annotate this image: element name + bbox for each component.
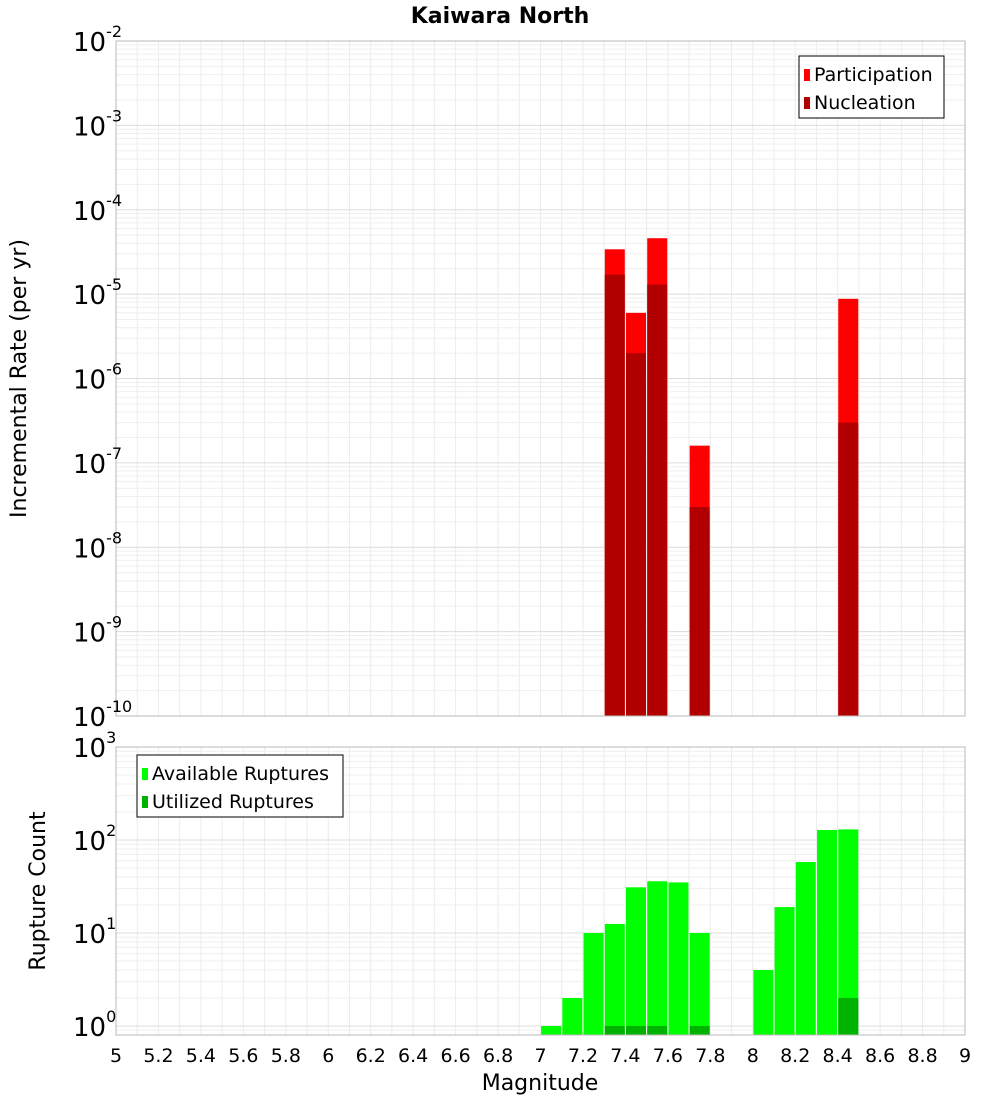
x-tick-label: 5.6 bbox=[228, 1045, 258, 1067]
available-ruptures-bar bbox=[583, 932, 604, 1035]
legend-label: Utilized Ruptures bbox=[152, 791, 314, 813]
x-tick-label: 6.2 bbox=[356, 1045, 386, 1067]
available-ruptures-bar bbox=[795, 861, 816, 1035]
nucleation-bar bbox=[689, 506, 710, 716]
available-ruptures-bar bbox=[689, 932, 710, 1035]
nucleation-bar bbox=[604, 274, 625, 716]
legend-label: Participation bbox=[814, 64, 933, 86]
x-tick-label: 5 bbox=[110, 1045, 122, 1067]
chart-title: Kaiwara North bbox=[411, 4, 590, 29]
nucleation-bar bbox=[626, 353, 647, 716]
nucleation-bar bbox=[647, 284, 668, 716]
y-tick-label: 10-10 bbox=[73, 697, 132, 733]
legend-swatch bbox=[142, 796, 148, 808]
x-tick-label: 7 bbox=[534, 1045, 546, 1067]
count-panel-bars bbox=[541, 829, 859, 1035]
available-ruptures-bar bbox=[562, 997, 583, 1035]
x-tick-label: 8.2 bbox=[780, 1045, 810, 1067]
available-ruptures-bar bbox=[541, 1025, 562, 1035]
legend-label: Nucleation bbox=[814, 92, 916, 114]
legend-box bbox=[798, 55, 945, 119]
x-tick-label: 8.8 bbox=[907, 1045, 937, 1067]
x-tick-label: 9 bbox=[959, 1045, 971, 1067]
legend-swatch bbox=[804, 97, 810, 109]
legend-label: Available Ruptures bbox=[152, 763, 329, 785]
x-tick-label: 8.4 bbox=[823, 1045, 853, 1067]
utilized-ruptures-bar bbox=[689, 1025, 710, 1035]
utilized-ruptures-bar bbox=[604, 1025, 625, 1035]
x-tick-label: 5.4 bbox=[186, 1045, 216, 1067]
y-tick-label: 10-6 bbox=[73, 360, 122, 396]
y-tick-label: 10-3 bbox=[73, 106, 122, 142]
legend-swatch bbox=[142, 768, 148, 780]
legend-swatch bbox=[804, 69, 810, 81]
count-y-axis-label: Rupture Count bbox=[26, 811, 51, 971]
count-legend: Available Ruptures Utilized Ruptures bbox=[136, 754, 344, 818]
x-tick-label: 6.4 bbox=[398, 1045, 428, 1067]
x-tick-label: 6.6 bbox=[440, 1045, 470, 1067]
available-ruptures-bar bbox=[668, 882, 689, 1035]
x-axis-label: Magnitude bbox=[482, 1071, 599, 1096]
utilized-ruptures-bar bbox=[647, 1025, 668, 1035]
x-tick-label: 6.8 bbox=[483, 1045, 513, 1067]
y-tick-label: 100 bbox=[73, 1007, 116, 1043]
y-tick-label: 10-7 bbox=[73, 444, 122, 480]
available-ruptures-bar bbox=[817, 830, 838, 1035]
y-tick-label: 10-8 bbox=[73, 528, 122, 564]
y-tick-label: 101 bbox=[73, 914, 116, 950]
y-tick-label: 10-4 bbox=[73, 191, 122, 227]
rate-panel-bars bbox=[604, 238, 859, 716]
rate-y-axis-label: Incremental Rate (per yr) bbox=[7, 239, 32, 518]
x-tick-label: 5.8 bbox=[271, 1045, 301, 1067]
y-tick-label: 10-5 bbox=[73, 275, 122, 311]
legend-box bbox=[136, 754, 344, 818]
y-tick-label: 10-2 bbox=[73, 22, 122, 58]
y-tick-label: 102 bbox=[73, 821, 116, 857]
x-tick-label: 8 bbox=[747, 1045, 759, 1067]
x-tick-label: 7.6 bbox=[653, 1045, 683, 1067]
x-tick-label: 7.4 bbox=[610, 1045, 640, 1067]
available-ruptures-bar bbox=[838, 829, 859, 1035]
plot-frame bbox=[115, 40, 966, 717]
x-tick-label: 7.2 bbox=[568, 1045, 598, 1067]
plot-frame bbox=[115, 746, 966, 1036]
y-tick-label: 10-9 bbox=[73, 613, 122, 649]
available-ruptures-bar bbox=[604, 923, 625, 1035]
x-tick-label: 6 bbox=[322, 1045, 334, 1067]
available-ruptures-bar bbox=[626, 887, 647, 1035]
rate-panel-grid bbox=[115, 40, 966, 717]
x-tick-label: 7.8 bbox=[695, 1045, 725, 1067]
rate-panel-axes: 10-10 10-9 10-8 10-7 10-6 10-5 10-4 10-3 10-2 bbox=[73, 22, 966, 733]
nucleation-bar bbox=[838, 422, 859, 716]
rate-legend: Participation Nucleation bbox=[798, 55, 945, 119]
x-tick-label: 8.6 bbox=[865, 1045, 895, 1067]
utilized-ruptures-bar bbox=[626, 1025, 647, 1035]
y-tick-label: 103 bbox=[73, 728, 116, 764]
available-ruptures-bar bbox=[774, 907, 795, 1035]
x-tick-label: 5.2 bbox=[143, 1045, 173, 1067]
available-ruptures-bar bbox=[753, 969, 774, 1035]
available-ruptures-bar bbox=[647, 881, 668, 1035]
utilized-ruptures-bar bbox=[838, 997, 859, 1035]
